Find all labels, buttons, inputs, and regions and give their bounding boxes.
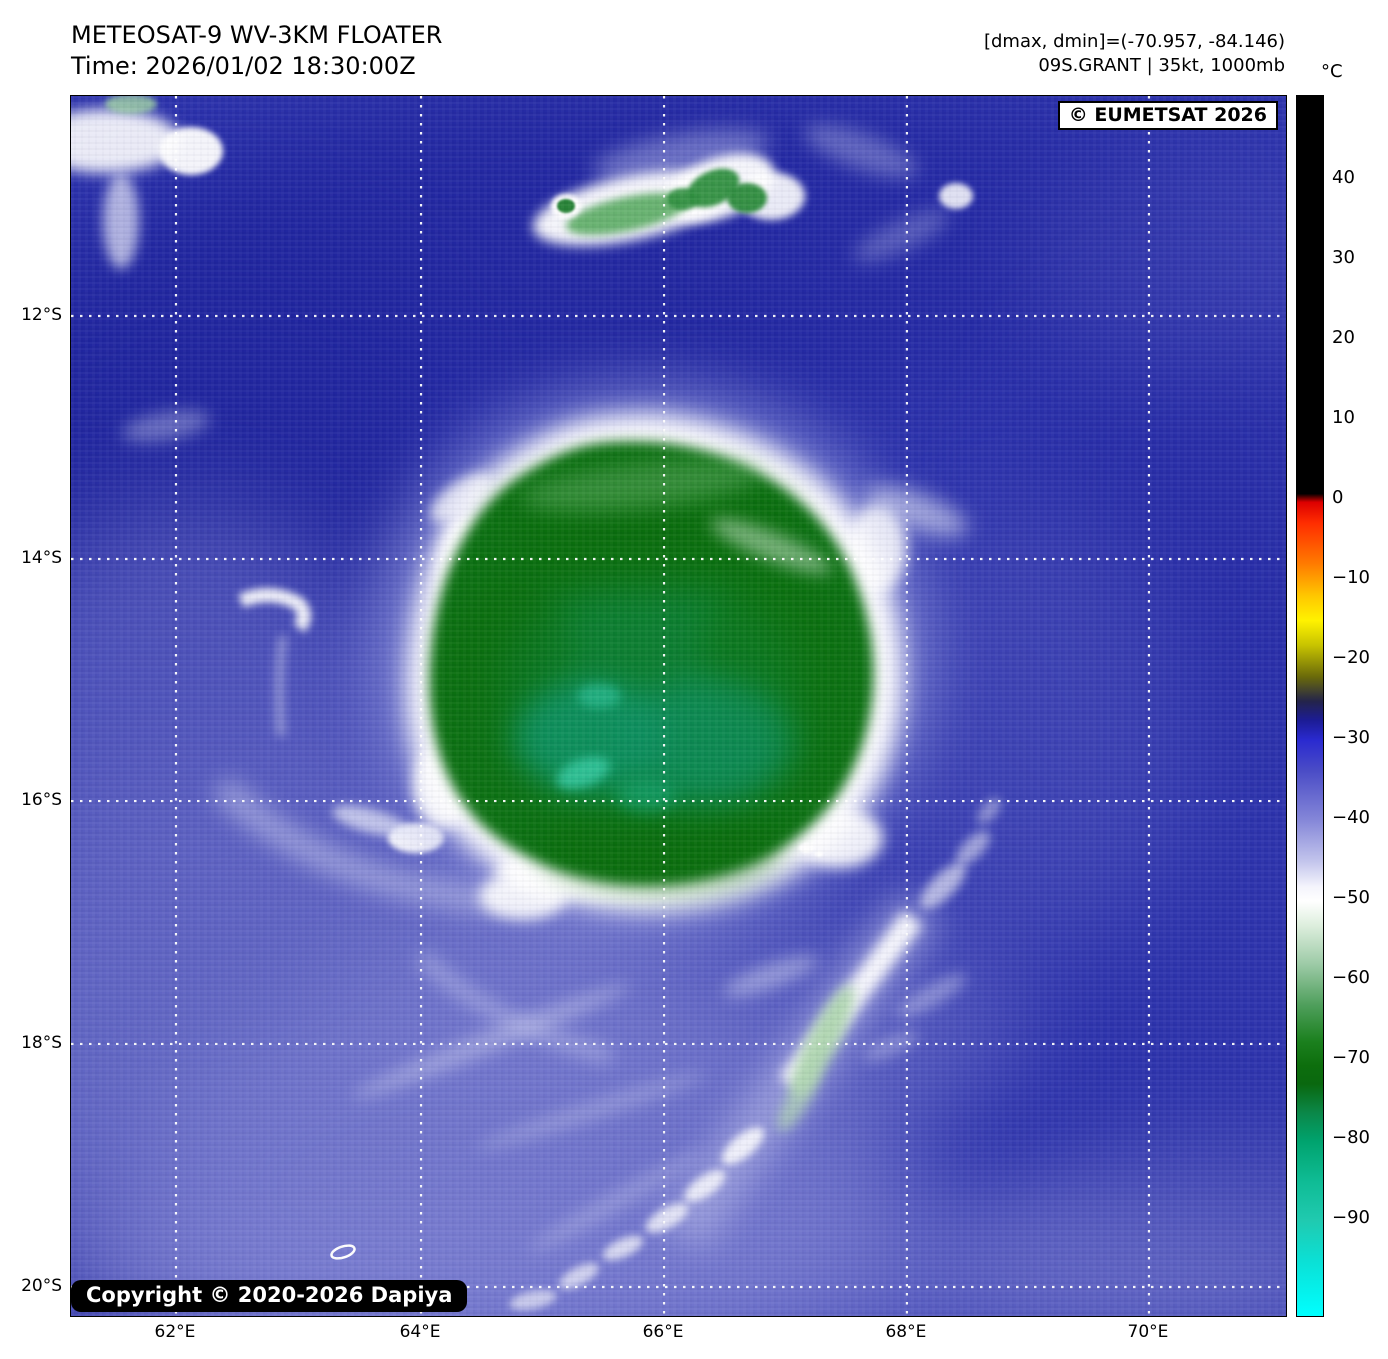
eumetsat-credit-badge: © EUMETSAT 2026 — [1057, 101, 1278, 130]
colorbar-tick-label: 30 — [1332, 247, 1355, 269]
colorbar-tick-label: 40 — [1332, 167, 1355, 189]
island-outline — [330, 1244, 356, 1260]
title-block: METEOSAT-9 WV-3KM FLOATER Time: 2026/01/… — [71, 20, 442, 82]
timestamp: Time: 2026/01/02 18:30:00Z — [71, 52, 416, 81]
copyright-badge: Copyright © 2020-2026 Dapiya — [71, 1280, 468, 1312]
colorbar-tick-label: −20 — [1332, 647, 1370, 669]
colorbar-tick-label: −80 — [1332, 1127, 1370, 1149]
colorbar-tick-label: 20 — [1332, 327, 1355, 349]
colorbar-unit-label: °C — [1321, 61, 1343, 82]
colorbar-tick-label: −10 — [1332, 567, 1370, 589]
page-title: METEOSAT-9 WV-3KM FLOATER — [71, 21, 443, 49]
colorbar-tick-label: −40 — [1332, 807, 1370, 829]
satellite-scene — [71, 96, 1286, 1316]
colorbar-tick-label: 0 — [1332, 487, 1344, 509]
lat-tick-label: 20°S — [21, 1275, 62, 1296]
lon-tick-label: 62°E — [154, 1322, 196, 1342]
north-cloud-chain — [532, 153, 973, 246]
colorbar-tick-label: −30 — [1332, 727, 1370, 749]
lon-tick-label: 70°E — [1127, 1322, 1169, 1342]
colorbar-tick-label: −90 — [1332, 1207, 1370, 1229]
outer-rainband — [509, 797, 1001, 1311]
storm-system — [371, 388, 969, 924]
dmax-dmin-annotation: [dmax, dmin]=(-70.957, -84.146) — [983, 31, 1285, 52]
colorbar-tick-label: −70 — [1332, 1047, 1370, 1069]
annotation-block: [dmax, dmin]=(-70.957, -84.146) 09S.GRAN… — [984, 30, 1285, 78]
lat-tick-label: 12°S — [21, 304, 62, 325]
lat-tick-label: 18°S — [21, 1032, 62, 1053]
lat-tick-label: 16°S — [21, 790, 62, 811]
lon-tick-label: 64°E — [399, 1322, 441, 1342]
lat-tick-label: 14°S — [21, 547, 62, 568]
lon-tick-label: 66°E — [642, 1322, 684, 1342]
lon-tick-label: 68°E — [885, 1322, 927, 1342]
colorbar-tick-label: −60 — [1332, 967, 1370, 989]
storm-annotation: 09S.GRANT | 35kt, 1000mb — [1038, 54, 1285, 76]
satellite-image-frame: © EUMETSAT 2026 Copyright © 2020-2026 Da… — [70, 95, 1287, 1317]
colorbar-tick-label: 10 — [1332, 407, 1355, 429]
cloud-wisps — [71, 96, 949, 1252]
temperature-colorbar — [1296, 95, 1324, 1317]
colorbar-tick-label: −50 — [1332, 887, 1370, 909]
